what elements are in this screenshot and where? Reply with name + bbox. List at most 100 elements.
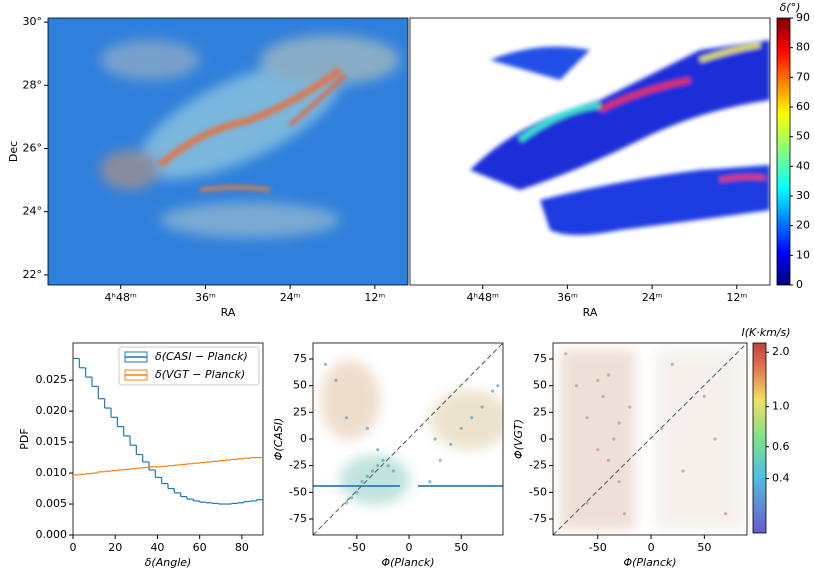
scatter-point [617, 421, 621, 425]
x-tick-label: 0 [648, 541, 655, 554]
colorbar-tick-label: 80 [796, 41, 810, 54]
scatter-point [433, 437, 437, 441]
x-tick-label: 60 [193, 541, 207, 554]
y-tick-label: 0.015 [36, 435, 68, 448]
y-tick-label: 22° [23, 268, 43, 281]
scatter-point [490, 389, 495, 393]
y-tick-label: 24° [23, 205, 43, 218]
axes-frame [47, 17, 409, 286]
scatter-point [386, 464, 390, 468]
scatter-point [355, 490, 359, 494]
scatter-point [724, 512, 728, 516]
scatter-point [628, 405, 632, 409]
x-tick-label: 0 [70, 541, 77, 554]
legend-label: δ(CASI − Planck) [155, 350, 248, 363]
scatter-point [323, 362, 328, 366]
scatter-point [660, 426, 664, 430]
colorbar-tick-label: 40 [796, 159, 810, 172]
scatter-point [376, 448, 380, 452]
colorbar-tick-label: 10 [796, 248, 810, 261]
axes-frame [72, 342, 264, 536]
x-tick-label: 50 [697, 541, 711, 554]
scatter-point [622, 512, 627, 516]
y-axis-label: Φ(VGT) [512, 419, 525, 459]
x-tick-label: 36ᵐ [195, 291, 216, 304]
colorbar-tick-label: 60 [796, 100, 810, 113]
colorbar-tick-label: 0 [796, 278, 803, 291]
y-axis-label: PDF [18, 428, 31, 449]
x-tick-label: 0 [406, 541, 413, 554]
x-axis-label: RA [221, 306, 236, 319]
y-tick-label: 30° [23, 15, 43, 28]
scatter-point [428, 480, 432, 484]
x-tick-label: 4ʰ48ᵐ [467, 291, 499, 304]
colorbar-title: I(K·km/s) [741, 326, 790, 339]
colorbar-tick-label: 70 [796, 70, 810, 83]
y-tick-label: -50 [289, 485, 307, 498]
scatter-point [606, 458, 611, 462]
x-tick-label: 12ᵐ [364, 291, 385, 304]
colorbar-tick-label: 90 [796, 11, 810, 24]
scatter-point [612, 437, 616, 441]
scatter-point [360, 480, 364, 484]
y-tick-label: 50 [293, 379, 307, 392]
scatter-point [370, 469, 375, 473]
scatter-point [350, 496, 354, 500]
x-axis-label: RA [583, 306, 598, 319]
colorbar-tick-label: 2.0 [772, 345, 790, 358]
scatter-point [344, 501, 349, 505]
x-tick-label: 24ᵐ [280, 291, 301, 304]
y-tick-label: 0.010 [36, 466, 68, 479]
x-tick-label: 12ᵐ [726, 291, 747, 304]
colorbar [776, 17, 791, 286]
y-tick-label: 0 [300, 432, 307, 445]
scatter-point [617, 480, 621, 484]
scatter-point [480, 405, 484, 409]
x-tick-label: 4ʰ48ᵐ [105, 291, 137, 304]
x-axis-label: δ(Angle) [145, 556, 192, 569]
y-tick-label: 0.005 [36, 497, 68, 510]
legend-label: δ(VGT − Planck) [155, 368, 245, 381]
scatter-point [564, 352, 568, 356]
scatter-point [702, 394, 706, 398]
colorbar-tick-label: 50 [796, 130, 810, 143]
scatter-point [585, 501, 589, 505]
y-tick-label: 0.025 [36, 373, 68, 386]
scatter-point [596, 378, 600, 382]
scatter-point [334, 378, 338, 382]
y-tick-label: 25 [533, 405, 547, 418]
y-tick-label: 0.000 [36, 528, 68, 541]
scatter-point [365, 474, 369, 478]
scatter-point [681, 469, 685, 473]
scatter-point [459, 426, 463, 430]
y-tick-label: -50 [529, 485, 547, 498]
legend-box [124, 351, 148, 363]
scatter-point [596, 448, 600, 452]
y-tick-label: 28° [23, 78, 43, 91]
x-tick-label: 40 [150, 541, 164, 554]
x-axis-label: Φ(Planck) [381, 556, 434, 569]
map-left-image [48, 18, 408, 285]
y-tick-label: -75 [529, 512, 547, 525]
x-tick-label: 50 [454, 541, 468, 554]
y-tick-label: -25 [289, 459, 307, 472]
y-tick-label: 0.020 [36, 404, 68, 417]
scatter-point [391, 469, 395, 473]
x-tick-label: -50 [589, 541, 607, 554]
y-axis-label: Φ(CASI) [272, 418, 285, 461]
x-tick-label: 20 [108, 541, 122, 554]
y-axis-label: Dec [7, 141, 20, 162]
x-axis-label: Φ(Planck) [623, 556, 676, 569]
scatter-cloud [313, 343, 503, 535]
scatter-point [449, 442, 453, 446]
colorbar [752, 342, 767, 534]
x-tick-label: 36ᵐ [557, 291, 578, 304]
y-tick-label: 75 [293, 352, 307, 365]
scatter-point [601, 394, 605, 398]
scatter-point [376, 464, 380, 468]
legend-box [124, 369, 148, 381]
scatter-point [381, 458, 385, 462]
x-tick-label: 80 [235, 541, 249, 554]
axes-frame [409, 17, 771, 286]
